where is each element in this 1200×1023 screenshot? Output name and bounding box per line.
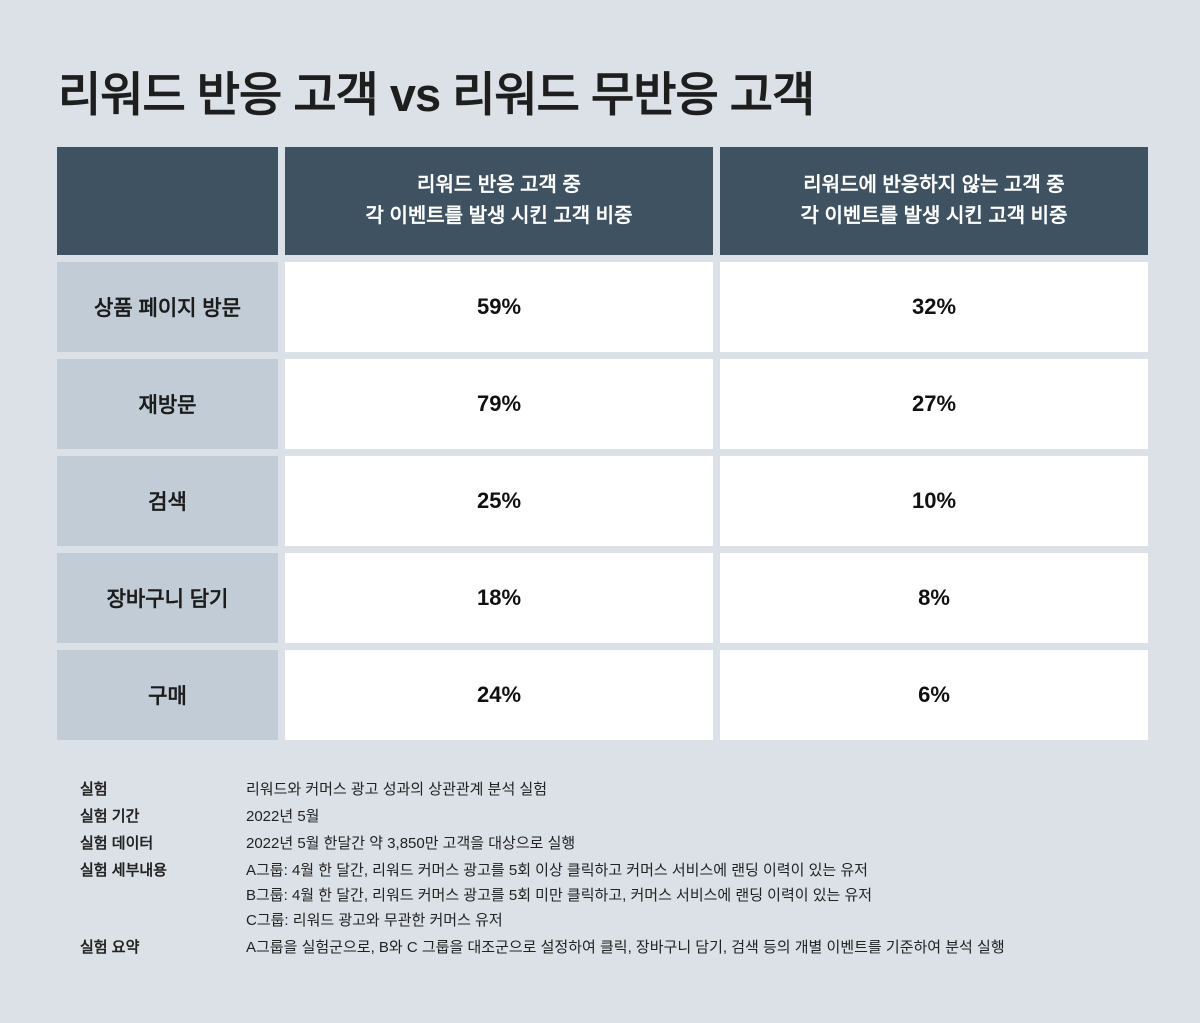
row-label: 장바구니 담기 (57, 553, 278, 643)
note-value: 2022년 5월 한달간 약 3,850만 고객을 대상으로 실행 (246, 835, 576, 852)
header-non-responsive: 리워드에 반응하지 않는 고객 중 각 이벤트를 발생 시킨 고객 비중 (720, 147, 1148, 255)
non-responsive-value: 6% (720, 650, 1148, 740)
note-value: B그룹: 4월 한 달간, 리워드 커머스 광고를 5회 미만 클릭하고, 커머… (246, 887, 873, 904)
responsive-value: 18% (285, 553, 713, 643)
row-label: 재방문 (57, 359, 278, 449)
note-value: 리워드와 커머스 광고 성과의 상관관계 분석 실험 (246, 781, 548, 798)
responsive-value: 24% (285, 650, 713, 740)
header-empty (57, 147, 278, 255)
responsive-value: 79% (285, 359, 713, 449)
row-label: 상품 페이지 방문 (57, 262, 278, 352)
comparison-table: 리워드 반응 고객 중 각 이벤트를 발생 시킨 고객 비중 리워드에 반응하지… (57, 147, 1148, 740)
note-details: 실험 세부내용 A그룹: 4월 한 달간, 리워드 커머스 광고를 5회 이상 … (80, 861, 1005, 931)
note-key: 실험 데이터 (80, 835, 154, 852)
row-label: 검색 (57, 456, 278, 546)
non-responsive-value: 10% (720, 456, 1148, 546)
note-value: 2022년 5월 (246, 808, 320, 825)
non-responsive-value: 27% (720, 359, 1148, 449)
header-responsive: 리워드 반응 고객 중 각 이벤트를 발생 시킨 고객 비중 (285, 147, 713, 255)
experiment-notes: 실험 리워드와 커머스 광고 성과의 상관관계 분석 실험 실험 기간 2022… (80, 780, 1005, 965)
note-summary: 실험 요약 A그룹을 실험군으로, B와 C 그룹을 대조군으로 설정하여 클릭… (80, 938, 1005, 958)
page-title: 리워드 반응 고객 vs 리워드 무반응 고객 (58, 68, 815, 121)
note-data: 실험 데이터 2022년 5월 한달간 약 3,850만 고객을 대상으로 실행 (80, 834, 1005, 854)
note-key: 실험 세부내용 (80, 862, 167, 879)
note-value: A그룹을 실험군으로, B와 C 그룹을 대조군으로 설정하여 클릭, 장바구니… (246, 939, 1005, 956)
non-responsive-value: 32% (720, 262, 1148, 352)
responsive-value: 59% (285, 262, 713, 352)
note-key: 실험 요약 (80, 939, 140, 956)
note-value: A그룹: 4월 한 달간, 리워드 커머스 광고를 5회 이상 클릭하고 커머스… (246, 862, 868, 879)
row-label: 구매 (57, 650, 278, 740)
note-value: C그룹: 리워드 광고와 무관한 커머스 유저 (246, 912, 503, 929)
note-key: 실험 (80, 781, 108, 798)
note-experiment: 실험 리워드와 커머스 광고 성과의 상관관계 분석 실험 (80, 780, 1005, 800)
note-key: 실험 기간 (80, 808, 140, 825)
responsive-value: 25% (285, 456, 713, 546)
note-period: 실험 기간 2022년 5월 (80, 807, 1005, 827)
non-responsive-value: 8% (720, 553, 1148, 643)
